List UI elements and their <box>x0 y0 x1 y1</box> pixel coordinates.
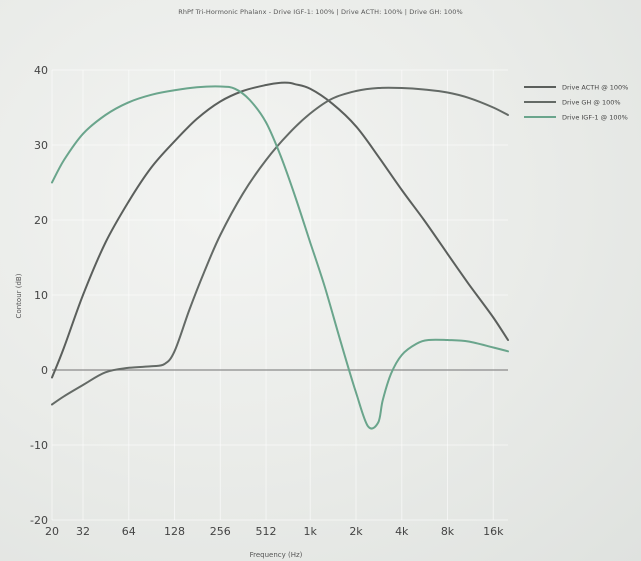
chart-title: RhPf Tri-Hormonic Phalanx - Drive IGF-1:… <box>178 8 463 16</box>
legend: Drive ACTH @ 100% Drive GH @ 100% Drive IG… <box>524 84 628 122</box>
y-tick-label: -10 <box>30 439 48 452</box>
series-line-drive-igf-1-100 <box>51 85 509 430</box>
series-line-drive-acth-100 <box>51 81 509 379</box>
x-tick-label: 1k <box>304 525 318 538</box>
x-tick-label: 20 <box>45 525 59 538</box>
series-line-drive-gh-100 <box>51 86 509 406</box>
legend-entry: Drive ACTH @ 100% <box>562 84 628 92</box>
x-tick-label: 16k <box>483 525 504 538</box>
x-axis-label: Frequency (Hz) <box>250 551 303 559</box>
x-tick-label: 32 <box>76 525 90 538</box>
y-tick-label: 0 <box>41 364 48 377</box>
x-tick-label: 64 <box>122 525 136 538</box>
x-tick-label: 4k <box>395 525 409 538</box>
x-tick-label: 128 <box>164 525 185 538</box>
x-tick-label: 2k <box>349 525 363 538</box>
x-tick-label: 512 <box>256 525 277 538</box>
y-axis-ticks: -20 -10 0 10 20 30 40 <box>30 64 48 527</box>
x-axis-ticks: 20 32 64 128 256 512 1k 2k 4k 8k 16k <box>45 525 504 538</box>
x-tick-label: 256 <box>210 525 231 538</box>
series-lines <box>51 81 509 430</box>
legend-entry: Drive GH @ 100% <box>562 99 621 107</box>
y-tick-label: -20 <box>30 514 48 527</box>
y-tick-label: 30 <box>34 139 48 152</box>
legend-entry: Drive IGF-1 @ 100% <box>562 114 628 122</box>
x-tick-label: 8k <box>441 525 455 538</box>
y-tick-label: 20 <box>34 214 48 227</box>
y-axis-label: Contour (dB) <box>15 273 23 318</box>
grid <box>51 69 508 521</box>
y-tick-label: 10 <box>34 289 48 302</box>
y-tick-label: 40 <box>34 64 48 77</box>
